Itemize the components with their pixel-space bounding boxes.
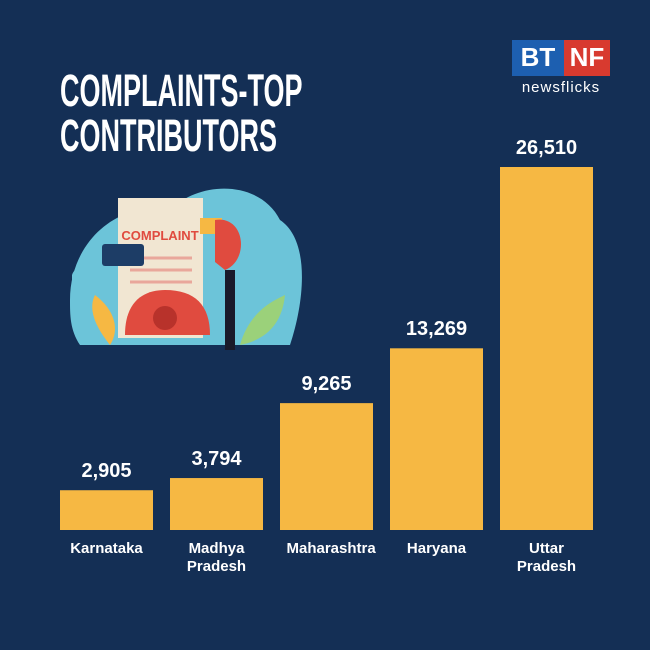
- bar: [500, 167, 593, 530]
- category-label: Karnataka: [70, 540, 143, 557]
- dial: [153, 306, 177, 330]
- pole: [225, 270, 235, 350]
- logo-tagline: newsflicks: [522, 79, 600, 96]
- category-label: Madhya Pradesh: [186, 540, 247, 575]
- category-label: Maharashtra: [286, 540, 376, 557]
- handset: [215, 219, 242, 270]
- chat-bubble: [102, 244, 144, 266]
- chart-title: COMPLAINTS-TOP CONTRIBUTORS: [60, 65, 303, 161]
- value-label: 2,905: [81, 460, 132, 483]
- leaf: [92, 295, 115, 345]
- value-label: 3,794: [191, 448, 242, 471]
- category-label: Haryana: [406, 540, 467, 557]
- value-label: 13,269: [405, 318, 468, 341]
- value-label: 9,265: [301, 373, 352, 396]
- cloud: [72, 267, 102, 280]
- illustration: COMPLAINT: [70, 188, 302, 350]
- logo-left-box: [512, 40, 564, 76]
- category-label: Uttar Pradesh: [516, 540, 577, 575]
- logo: BT NF newsflicks: [512, 40, 610, 96]
- bar: [170, 478, 263, 530]
- bar: [390, 348, 483, 530]
- bar: [60, 490, 153, 530]
- bar: [280, 403, 373, 530]
- logo-right: NF: [570, 42, 605, 72]
- leaf: [240, 295, 285, 345]
- logo-right-box: [564, 40, 610, 76]
- document-title: COMPLAINT: [121, 228, 198, 243]
- logo-left: BT: [521, 42, 556, 72]
- value-label: 26,510: [515, 137, 578, 159]
